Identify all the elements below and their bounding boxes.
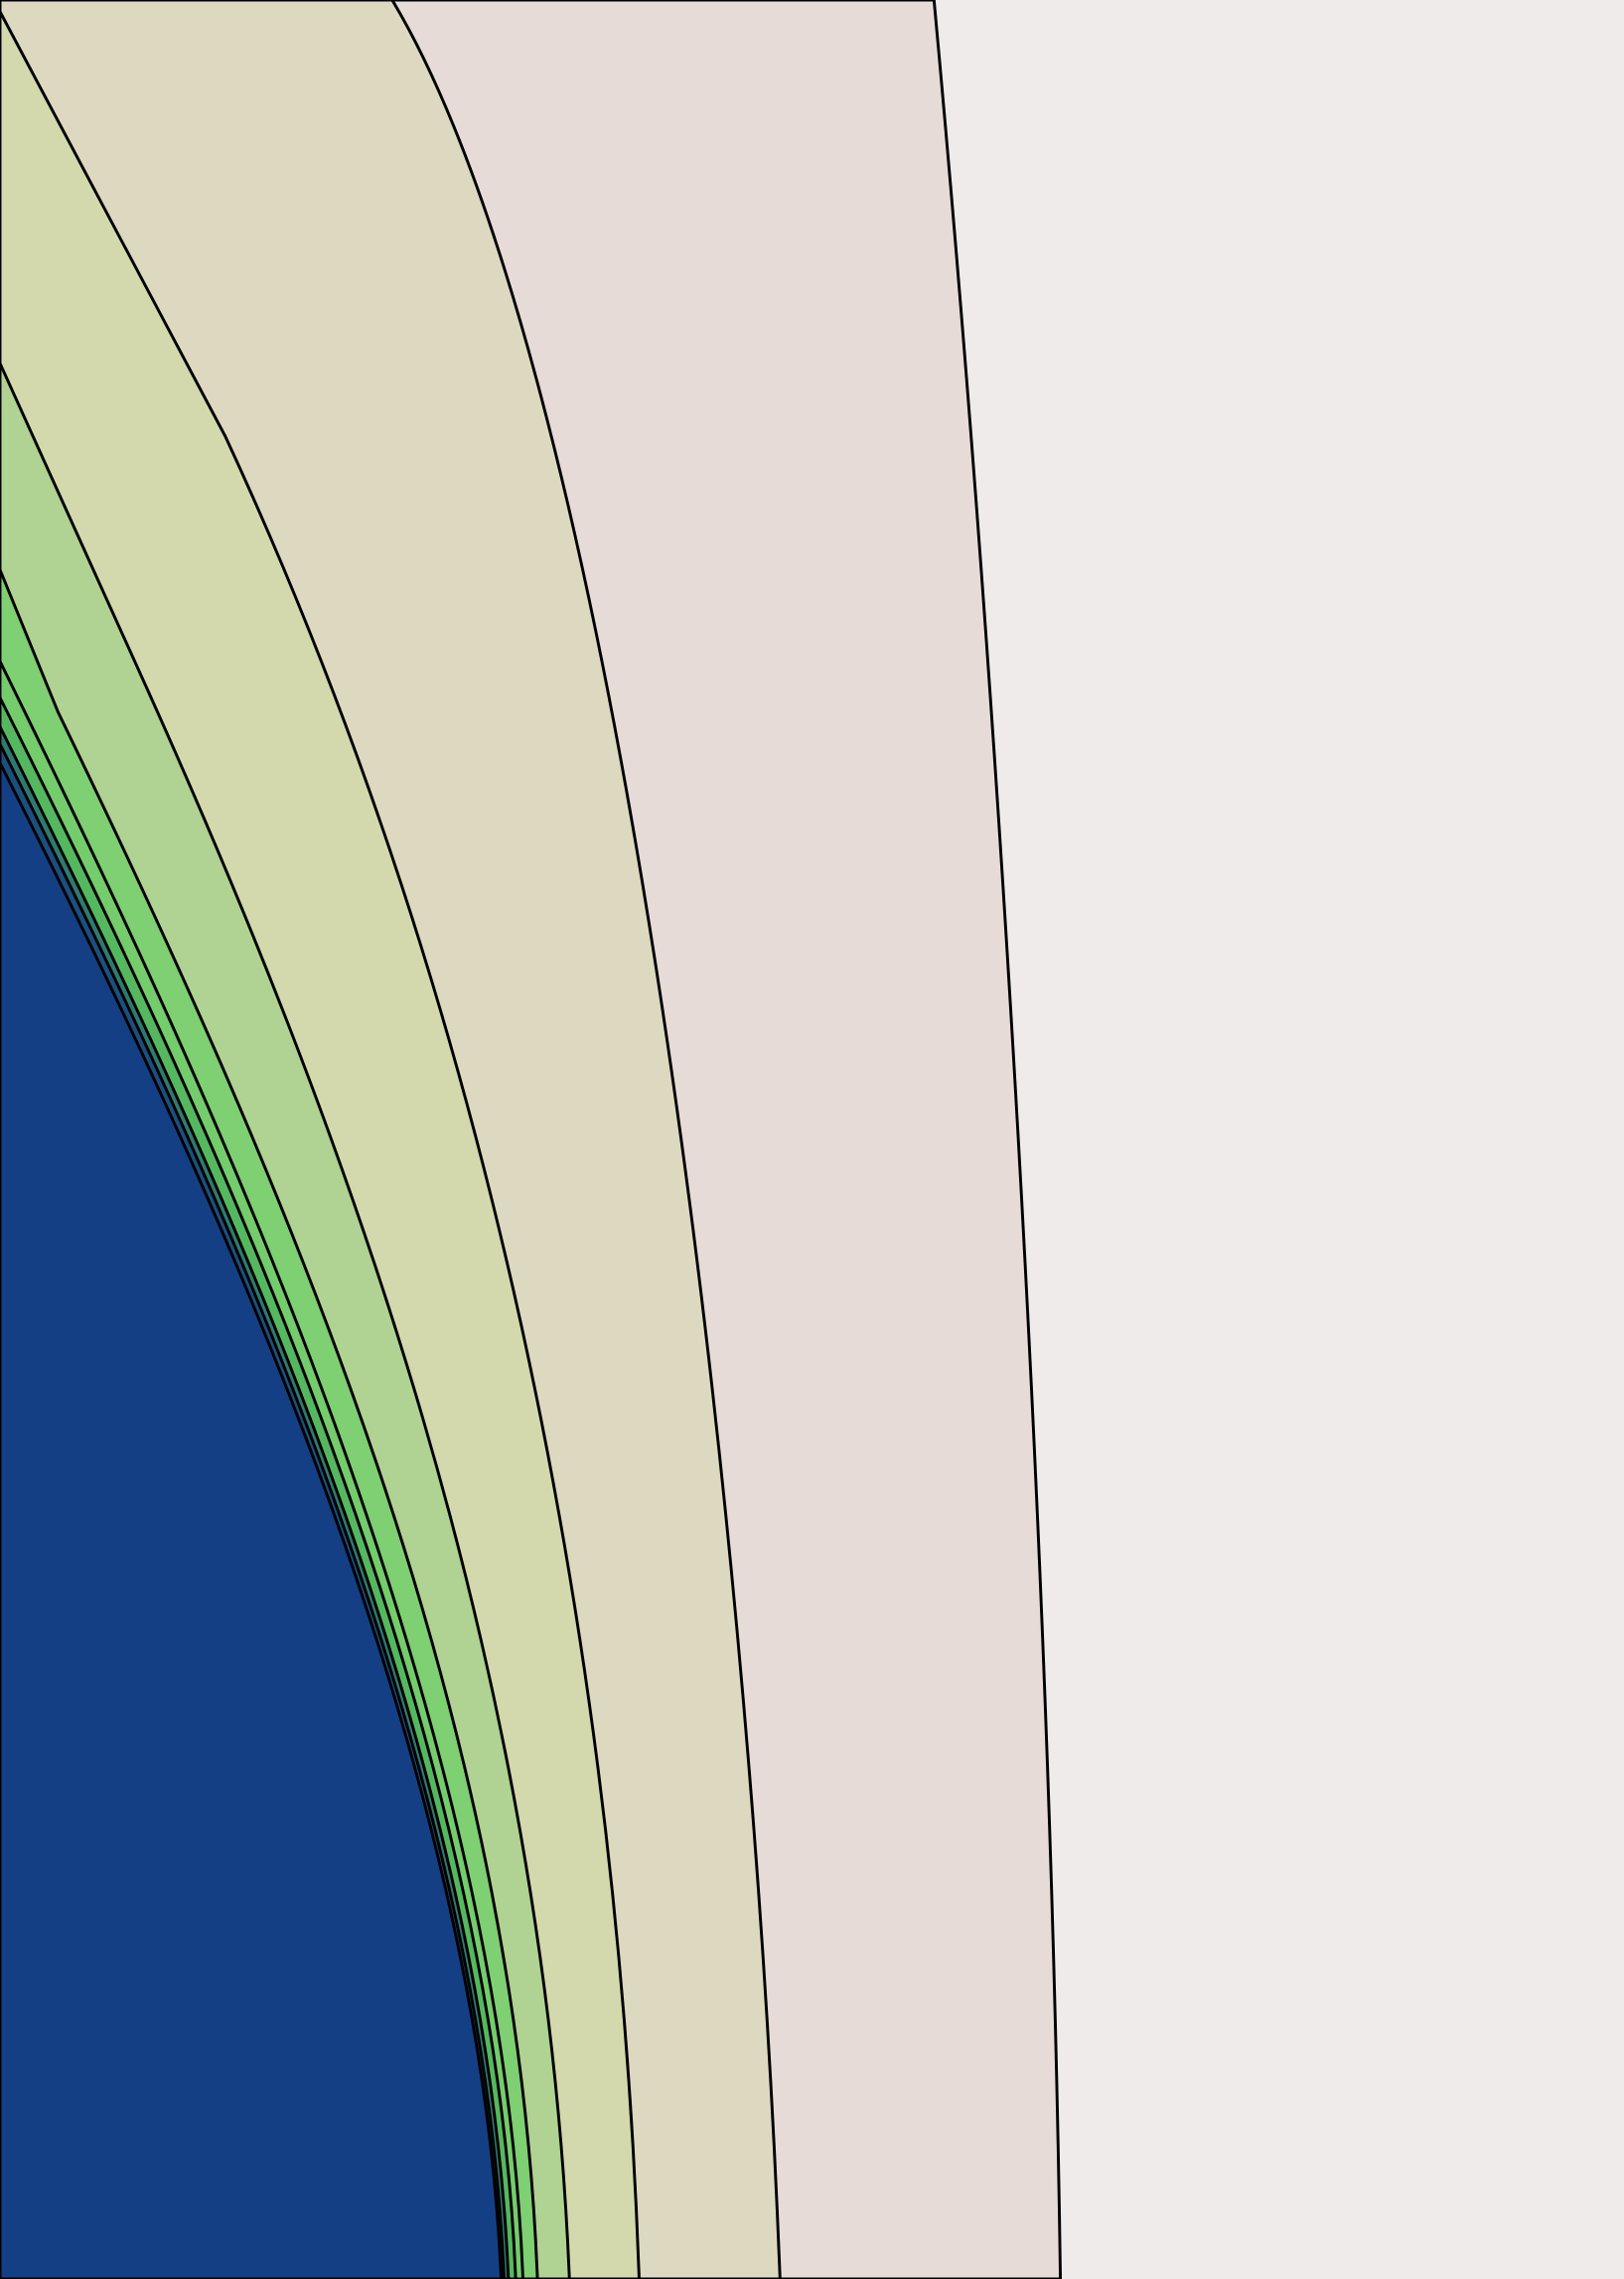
- band-dark-blue: [0, 762, 504, 2279]
